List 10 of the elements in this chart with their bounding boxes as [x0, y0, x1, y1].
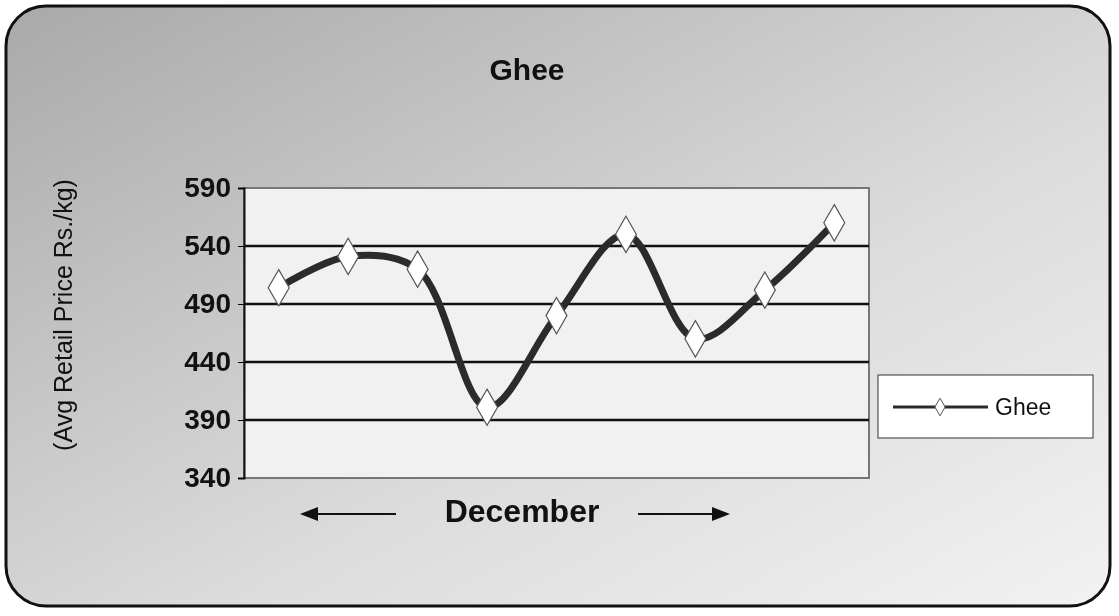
x-axis-title: December [444, 493, 600, 529]
y-axis-title: (Avg Retail Price Rs./kg) [49, 179, 77, 451]
y-tick-label: 390 [184, 404, 231, 436]
chart-title: Ghee [489, 53, 565, 86]
y-tick-label: 590 [184, 172, 231, 204]
y-tick-label: 490 [184, 288, 231, 320]
legend-label: Ghee [995, 394, 1052, 420]
y-tick-label: 340 [184, 462, 231, 494]
y-tick-label: 440 [184, 346, 231, 378]
y-tick-label: 540 [184, 230, 231, 262]
